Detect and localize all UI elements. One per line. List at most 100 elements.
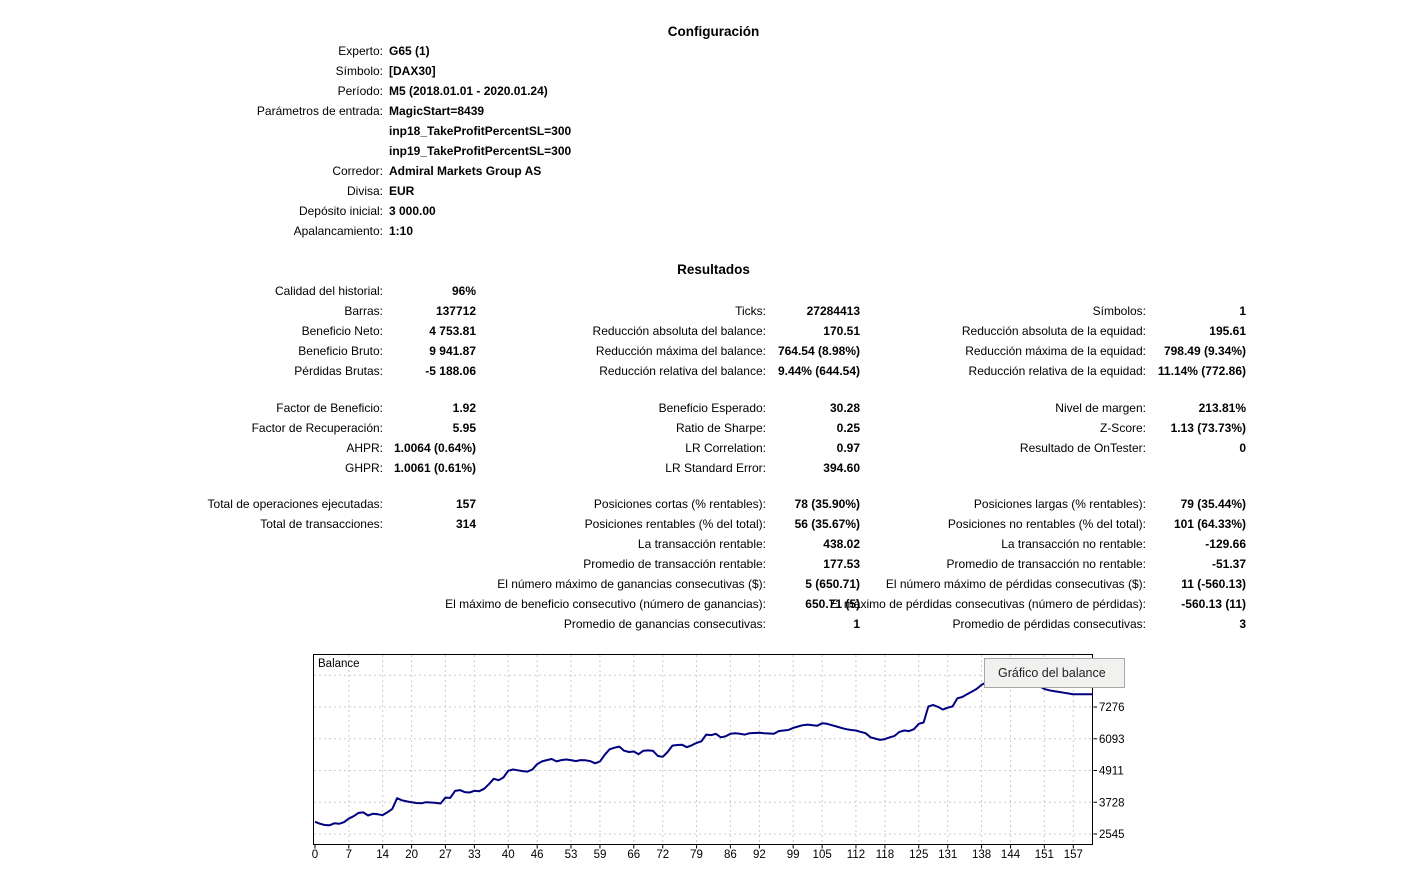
x-axis-label: 33 xyxy=(468,849,481,861)
balance-tooltip-text: Gráfico del balance xyxy=(998,666,1106,680)
result-value: 4 753.81 xyxy=(429,324,476,338)
x-axis-label: 112 xyxy=(847,849,865,861)
result-label: Reducción absoluta del balance: xyxy=(592,324,766,338)
result-value: 1.92 xyxy=(452,401,476,415)
config-value: Admiral Markets Group AS xyxy=(389,164,542,178)
config-value: inp18_TakeProfitPercentSL=300 xyxy=(389,124,572,138)
config-label: Apalancamiento: xyxy=(293,224,383,238)
config-value: 3 000.00 xyxy=(389,204,436,218)
x-axis-label: 66 xyxy=(627,849,640,861)
result-value: 27284413 xyxy=(806,304,860,318)
result-value: 11 (-560.13) xyxy=(1181,577,1246,591)
result-value: 177.53 xyxy=(823,557,860,571)
result-value: -560.13 (11) xyxy=(1181,597,1246,611)
result-label: Ticks: xyxy=(735,304,766,318)
x-axis-label: 27 xyxy=(439,849,452,861)
result-value: 5 (650.71) xyxy=(805,577,860,591)
result-value: 1 xyxy=(853,617,860,631)
config-value: G65 (1) xyxy=(389,44,430,58)
x-axis-label: 86 xyxy=(724,849,737,861)
y-axis-label: 6093 xyxy=(1099,734,1125,746)
y-axis-label: 4911 xyxy=(1099,766,1124,778)
result-label: GHPR: xyxy=(344,461,383,475)
result-label: Beneficio Bruto: xyxy=(298,344,383,358)
result-label: Reducción relativa del balance: xyxy=(599,364,766,378)
chart-title-balance: Balance xyxy=(318,658,360,670)
x-axis-label: 7 xyxy=(346,849,352,861)
result-value: -5 188.06 xyxy=(425,364,476,378)
result-label: La transacción rentable: xyxy=(637,537,766,551)
config-value: EUR xyxy=(389,184,415,198)
result-label: Promedio de transacción no rentable: xyxy=(946,557,1146,571)
result-label: Reducción relativa de la equidad: xyxy=(968,364,1146,378)
result-label: Reducción máxima de la equidad: xyxy=(965,344,1146,358)
result-label: Promedio de transacción rentable: xyxy=(583,557,766,571)
result-label: AHPR: xyxy=(346,441,383,455)
config-value: MagicStart=8439 xyxy=(389,104,485,118)
result-value: 1 xyxy=(1239,304,1246,318)
result-value: 170.51 xyxy=(823,324,860,338)
chart-axis-ticks xyxy=(314,674,1097,849)
result-value: 101 (64.33%) xyxy=(1173,517,1246,531)
result-value: -51.37 xyxy=(1211,557,1246,571)
x-axis-label: 151 xyxy=(1035,849,1054,861)
x-axis-label: 131 xyxy=(938,849,957,861)
result-value: 78 (35.90%) xyxy=(794,497,860,511)
result-label: Ratio de Sharpe: xyxy=(675,421,766,435)
result-label: Calidad del historial: xyxy=(274,284,383,298)
result-label: Posiciones cortas (% rentables): xyxy=(593,497,766,511)
chart-x-axis-labels: 0 7 14 20 27 33 40 46 53 59 66 72 79 86 92 99 105 112 118 1… xyxy=(312,849,1083,861)
chart-plot-border xyxy=(313,654,1093,845)
x-axis-label: 20 xyxy=(405,849,418,861)
x-axis-label: 144 xyxy=(1001,849,1021,861)
result-label: Nivel de margen: xyxy=(1055,401,1146,415)
result-label: El máximo de pérdidas consecutivas (núme… xyxy=(829,597,1146,611)
x-axis-label: 99 xyxy=(787,849,800,861)
result-label: LR Correlation: xyxy=(685,441,766,455)
x-axis-label: 53 xyxy=(565,849,578,861)
x-axis-label: 40 xyxy=(502,849,515,861)
result-label: El máximo de beneficio consecutivo (núme… xyxy=(445,597,766,611)
result-label: LR Standard Error: xyxy=(665,461,766,475)
result-value: 213.81% xyxy=(1198,401,1246,415)
result-value: 79 (35.44%) xyxy=(1180,497,1246,511)
x-axis-label: 0 xyxy=(312,849,318,861)
result-value: 764.54 (8.98%) xyxy=(777,344,860,358)
result-value: 9 941.87 xyxy=(429,344,476,358)
result-label: Promedio de pérdidas consecutivas: xyxy=(952,617,1146,631)
result-value: 0 xyxy=(1239,441,1246,455)
x-axis-label: 157 xyxy=(1064,849,1083,861)
result-label: Posiciones no rentables (% del total): xyxy=(947,517,1146,531)
result-value: 3 xyxy=(1239,617,1246,631)
result-label: Reducción absoluta de la equidad: xyxy=(961,324,1146,338)
result-value: 0.97 xyxy=(836,441,860,455)
y-axis-label: 7276 xyxy=(1099,702,1125,714)
y-axis-label: 2545 xyxy=(1099,829,1125,841)
x-axis-label: 105 xyxy=(813,849,832,861)
x-axis-label: 79 xyxy=(690,849,703,861)
result-label: Beneficio Neto: xyxy=(301,324,383,338)
x-axis-label: 125 xyxy=(909,849,928,861)
result-value: 157 xyxy=(455,497,476,511)
result-label: Reducción máxima del balance: xyxy=(595,344,766,358)
y-axis-label: 3728 xyxy=(1099,797,1125,809)
config-label: Depósito inicial: xyxy=(298,204,383,218)
result-value: 650.71 (5) xyxy=(805,597,860,611)
section-title-configuracion: Configuración xyxy=(667,24,760,39)
result-value: 56 (35.67%) xyxy=(794,517,860,531)
result-value: 0.25 xyxy=(836,421,860,435)
result-value: 798.49 (9.34%) xyxy=(1163,344,1246,358)
result-label: Beneficio Esperado: xyxy=(658,401,766,415)
config-label: Símbolo: xyxy=(335,64,383,78)
result-value: 96% xyxy=(451,284,476,298)
result-value: 5.95 xyxy=(452,421,476,435)
result-value: 314 xyxy=(455,517,476,531)
result-value: 195.61 xyxy=(1209,324,1246,338)
config-label: Corredor: xyxy=(332,164,383,178)
x-axis-label: 59 xyxy=(594,849,607,861)
config-label: Parámetros de entrada: xyxy=(256,104,383,118)
config-value: inp19_TakeProfitPercentSL=300 xyxy=(389,144,572,158)
